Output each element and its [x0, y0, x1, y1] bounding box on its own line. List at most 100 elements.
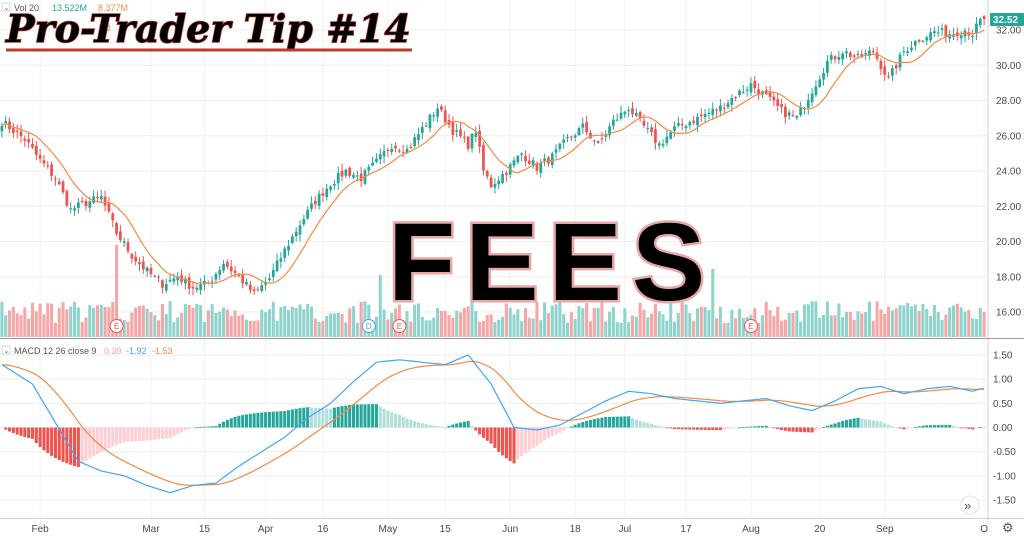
volume-bar: [604, 321, 608, 337]
macd-histogram-bar: [344, 405, 348, 428]
macd-histogram-bar: [329, 408, 333, 428]
candle: [210, 281, 214, 283]
candle: [589, 133, 592, 139]
candle: [795, 116, 799, 118]
macd-legend-hist-value: 0.39: [104, 346, 122, 356]
event-marker[interactable]: [392, 319, 407, 333]
macd-histogram-bar: [69, 427, 73, 465]
candle: [485, 170, 489, 177]
macd-histogram-bar: [611, 416, 615, 428]
macd-histogram-bar: [478, 427, 482, 435]
event-marker[interactable]: [743, 319, 758, 333]
volume-bar: [871, 320, 875, 337]
macd-histogram-bar: [619, 416, 623, 428]
candle: [894, 65, 898, 69]
volume-legend[interactable]: ⌄ Vol 20 13.522M 8.377M 1.8: [1, 2, 128, 33]
event-marker[interactable]: [361, 319, 376, 333]
volume-bar: [95, 305, 99, 337]
macd-tick-label: -0.50: [993, 447, 1016, 458]
volume-bar: [111, 301, 115, 337]
macd-histogram-bar: [19, 427, 23, 436]
volume-bar: [329, 313, 333, 337]
candle: [218, 269, 222, 275]
candle: [99, 196, 103, 200]
candle: [512, 160, 516, 166]
candle: [348, 167, 352, 176]
macd-histogram-bar: [745, 426, 749, 428]
candle: [455, 130, 459, 133]
volume-bar: [4, 315, 8, 337]
candle: [462, 136, 466, 138]
macd-histogram-bar: [50, 427, 54, 456]
macd-histogram-bar: [669, 427, 673, 429]
price-axis[interactable]: 32.00 30.00 28.00 26.00 24.00 22.00 20.00 18.00…: [996, 26, 1021, 319]
macd-histogram-bar: [959, 427, 963, 429]
candle: [329, 186, 332, 190]
volume-bar: [290, 306, 294, 337]
volume-bar: [936, 312, 940, 337]
volume-bar: [573, 318, 577, 337]
candle: [279, 258, 283, 262]
macd-histogram-bar: [974, 427, 978, 429]
time-tick-label: 18: [570, 524, 582, 535]
volume-bar: [890, 310, 894, 337]
volume-bar: [917, 310, 921, 337]
volume-bar: [764, 301, 768, 337]
gear-icon[interactable]: ⚙: [1002, 520, 1014, 535]
macd-histogram-bar: [887, 424, 891, 428]
volume-bar: [386, 319, 390, 337]
candle: [294, 231, 298, 237]
volume-legend-extra-value: 1.8: [98, 23, 111, 33]
volume-bar: [875, 301, 879, 337]
time-tick-label: 15: [199, 524, 211, 535]
event-marker[interactable]: [109, 319, 124, 333]
macd-histogram-bar: [569, 426, 573, 428]
candle: [948, 34, 952, 39]
candle: [539, 163, 543, 173]
macd-histogram-bar: [523, 427, 528, 453]
macd-histogram-bar: [604, 417, 608, 428]
volume-bar: [741, 317, 745, 337]
macd-histogram-bar: [413, 421, 417, 428]
macd-histogram-bar: [577, 423, 581, 428]
macd-histogram-bar: [554, 427, 558, 435]
candle: [868, 50, 871, 56]
time-axis[interactable]: Feb Mar 15 Apr 16 May 15 Jun 18 Jul 17 Aug 20 Sep O: [32, 524, 989, 535]
volume-bar: [287, 310, 291, 337]
macd-histogram-bar: [348, 404, 352, 428]
chevron-down-icon[interactable]: ⌄: [4, 5, 10, 12]
macd-histogram-bar: [367, 404, 371, 428]
volume-bar: [737, 308, 742, 337]
volume-bar: [825, 301, 829, 337]
volume-bar: [925, 309, 929, 337]
scroll-right-button[interactable]: »: [960, 495, 980, 515]
macd-histogram-bar: [940, 424, 944, 428]
volume-bar: [0, 301, 4, 337]
volume-bar: [940, 319, 944, 337]
macd-histogram-bar: [279, 411, 283, 428]
macd-histogram-bar: [202, 426, 206, 428]
macd-histogram-bar: [894, 427, 898, 429]
macd-histogram-bar: [313, 407, 317, 428]
macd-histogram-bar: [588, 419, 592, 428]
macd-legend[interactable]: ⌄ MACD 12 26 close 9 0.39 -1.92 -1.53: [1, 345, 173, 356]
macd-histogram-bar: [248, 413, 252, 428]
macd-histogram-bar: [596, 418, 600, 428]
volume-bar: [535, 301, 539, 337]
volume-bar: [615, 322, 619, 337]
candle: [401, 151, 405, 153]
volume-bar: [844, 311, 849, 337]
macd-histogram-bar: [237, 415, 241, 428]
price-tick-label: 18.00: [996, 272, 1021, 283]
macd-axis[interactable]: 1.50 1.00 0.50 0.00 -0.50 -1.00 -1.50: [993, 351, 1016, 507]
macd-histogram-bar: [42, 427, 46, 451]
volume-bar: [978, 307, 982, 337]
moving-average-line: [1, 29, 985, 284]
chevron-down-icon[interactable]: ⌄: [4, 348, 10, 355]
macd-histogram-bar: [818, 427, 822, 429]
price-candles: [0, 15, 986, 296]
volume-bar: [760, 315, 764, 337]
macd-histogram-bar: [290, 409, 294, 428]
